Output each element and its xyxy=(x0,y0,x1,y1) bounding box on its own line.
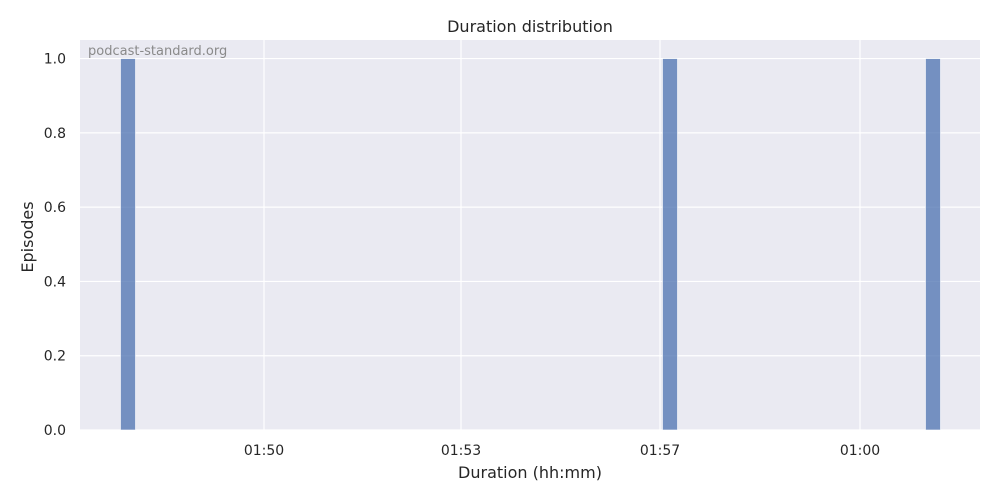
y-tick-label: 0.2 xyxy=(44,349,66,365)
x-axis: 01:50 01:53 01:57 01:00 xyxy=(244,443,880,459)
watermark: podcast-standard.org xyxy=(88,44,227,59)
chart-title: Duration distribution xyxy=(447,17,613,36)
plot-area xyxy=(80,40,980,430)
grid xyxy=(80,40,980,431)
histogram-bar xyxy=(120,58,136,431)
bars xyxy=(120,58,941,431)
y-tick-label: 0.0 xyxy=(44,423,66,439)
x-tick-label: 01:00 xyxy=(840,443,880,459)
y-tick-label: 1.0 xyxy=(44,52,66,68)
histogram-bar xyxy=(925,58,941,431)
x-axis-label: Duration (hh:mm) xyxy=(458,463,602,482)
x-tick-label: 01:57 xyxy=(640,443,680,459)
y-axis: 0.0 0.2 0.4 0.6 0.8 1.0 xyxy=(44,52,66,439)
y-tick-label: 0.4 xyxy=(44,274,66,290)
x-tick-label: 01:50 xyxy=(244,443,284,459)
y-tick-label: 0.8 xyxy=(44,126,66,142)
x-tick-label: 01:53 xyxy=(441,443,481,459)
y-axis-label: Episodes xyxy=(18,201,37,272)
y-tick-label: 0.6 xyxy=(44,200,66,216)
histogram-bar xyxy=(662,58,678,431)
